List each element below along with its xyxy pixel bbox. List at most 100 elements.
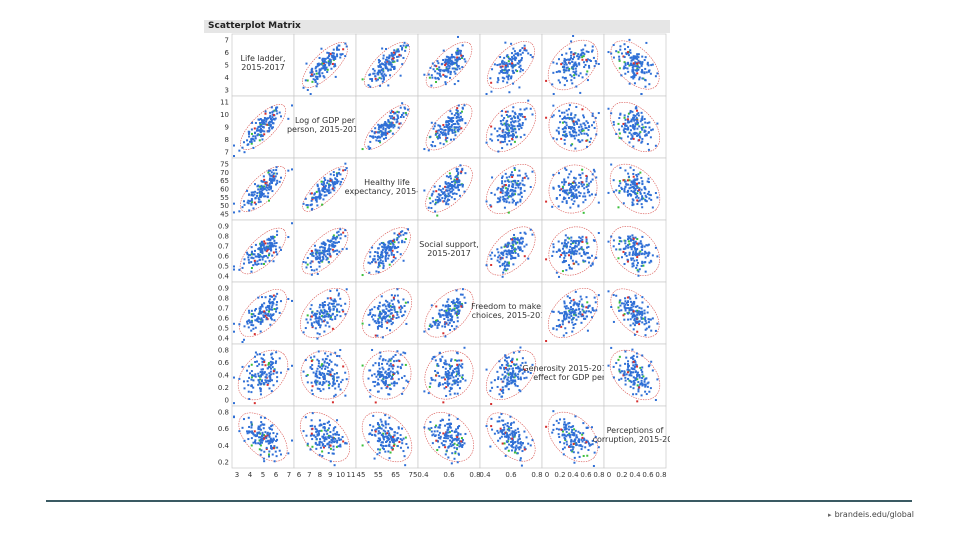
data-point: [324, 255, 327, 258]
data-point: [260, 317, 263, 320]
data-point: [270, 314, 273, 317]
data-point: [512, 134, 515, 137]
data-point: [629, 64, 632, 67]
data-point: [387, 257, 390, 260]
data-point: [369, 389, 372, 392]
data-point: [578, 307, 581, 310]
outlier-point: [310, 73, 313, 76]
data-point: [627, 190, 630, 193]
data-point: [323, 316, 326, 319]
data-point: [573, 200, 576, 203]
data-point: [591, 262, 594, 265]
data-point: [644, 188, 647, 191]
highlight-point: [513, 376, 516, 379]
data-point: [434, 210, 437, 213]
data-point: [634, 131, 637, 134]
data-point: [641, 196, 644, 199]
data-point: [638, 181, 641, 184]
data-point: [315, 268, 318, 271]
data-point: [329, 314, 332, 317]
data-point: [384, 299, 387, 302]
data-point: [378, 321, 381, 324]
data-point: [436, 72, 439, 75]
data-point: [647, 131, 650, 134]
data-point: [371, 246, 374, 249]
data-point: [640, 253, 643, 256]
data-point: [459, 293, 462, 296]
data-point: [302, 260, 305, 263]
data-point: [332, 184, 335, 187]
outlier-point: [329, 179, 332, 182]
data-point: [568, 189, 571, 192]
data-point: [491, 386, 494, 389]
data-point: [316, 63, 319, 66]
data-point: [632, 126, 635, 129]
highlight-point: [586, 70, 589, 73]
data-point: [575, 308, 578, 311]
data-point: [506, 81, 509, 84]
data-point: [527, 370, 530, 373]
data-point: [313, 380, 316, 383]
data-point: [404, 232, 407, 235]
data-point: [389, 374, 392, 377]
data-point: [563, 111, 566, 114]
highlight-point: [453, 178, 456, 181]
data-point: [648, 126, 651, 129]
data-point: [377, 325, 380, 328]
data-point: [261, 358, 264, 361]
data-point: [518, 59, 521, 62]
data-point: [317, 188, 320, 191]
data-point: [452, 123, 455, 126]
data-point: [311, 325, 314, 328]
data-point: [524, 232, 527, 235]
data-point: [645, 200, 648, 203]
data-point: [464, 60, 467, 63]
matrix-cell-3-6: [603, 219, 667, 283]
data-point: [504, 375, 507, 378]
outlier-point: [435, 190, 438, 193]
data-point: [382, 381, 385, 384]
data-point: [518, 241, 521, 244]
data-point: [456, 35, 459, 38]
data-point: [327, 186, 330, 189]
data-point: [306, 204, 309, 207]
data-point: [461, 44, 464, 47]
data-point: [247, 326, 250, 329]
data-point: [514, 120, 517, 123]
outlier-point: [398, 232, 401, 235]
data-point: [565, 252, 568, 255]
data-point: [446, 199, 449, 202]
density-ellipse: [424, 288, 474, 338]
data-point: [379, 256, 382, 259]
data-point: [506, 179, 509, 182]
data-point: [405, 44, 408, 47]
data-point: [461, 168, 464, 171]
data-point: [620, 309, 623, 312]
data-point: [374, 260, 377, 263]
data-point: [619, 166, 622, 169]
data-point: [629, 297, 632, 300]
data-point: [518, 350, 521, 353]
data-point: [581, 76, 584, 79]
data-point: [519, 136, 522, 139]
data-point: [329, 177, 332, 180]
data-point: [625, 183, 628, 186]
data-point: [574, 67, 577, 70]
data-point: [591, 49, 594, 52]
data-point: [272, 302, 275, 305]
data-point: [382, 78, 385, 81]
data-point: [391, 367, 394, 370]
data-point: [498, 63, 501, 66]
data-point: [379, 126, 382, 129]
data-point: [439, 360, 442, 363]
data-point: [630, 59, 633, 62]
data-point: [439, 315, 442, 318]
data-point: [636, 190, 639, 193]
data-point: [392, 305, 395, 308]
data-point: [326, 297, 329, 300]
data-point: [514, 186, 517, 189]
data-point: [445, 363, 448, 366]
data-point: [449, 366, 452, 369]
data-point: [378, 139, 381, 142]
data-point: [449, 191, 452, 194]
